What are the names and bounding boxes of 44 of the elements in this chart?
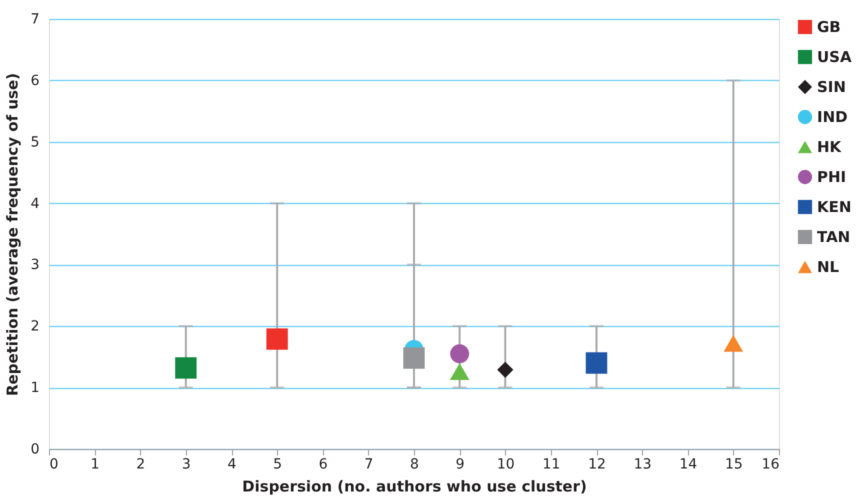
y-tick-label: 7 [30, 12, 40, 28]
point [724, 334, 744, 352]
point [175, 357, 197, 379]
x-tick-label: 13 [634, 456, 652, 472]
legend-label: KEN [817, 198, 852, 216]
y-axis-title: Repetition (average frequency of use) [4, 73, 22, 396]
y-tick-label: 3 [30, 257, 40, 274]
x-tick-label: 1 [90, 456, 100, 472]
x-tick-label: 2 [136, 456, 146, 472]
x-tick-label: 5 [273, 456, 282, 472]
point [497, 362, 514, 378]
legend-label: GB [817, 18, 841, 36]
point [403, 347, 425, 369]
point [450, 363, 470, 380]
legend-label: PHI [817, 168, 846, 186]
point [266, 328, 288, 350]
y-tick-label: 2 [30, 318, 40, 335]
x-tick-label: 12 [588, 456, 606, 472]
y-tick-label: 6 [30, 72, 40, 89]
x-tick-label: 9 [456, 456, 465, 472]
legend-label: NL [817, 258, 840, 276]
x-axis-title: Dispersion (no. authors who use cluster) [242, 478, 587, 496]
x-tick-label: 11 [542, 456, 560, 472]
point [586, 352, 608, 374]
y-tick-label: 1 [30, 380, 40, 396]
x-tick-label: 4 [228, 456, 237, 472]
x-tick-label: 7 [364, 456, 374, 472]
x-tick-label: 0 [50, 456, 58, 472]
point [450, 344, 470, 364]
x-tick-label: 14 [679, 456, 698, 472]
x-tick-label: 15 [724, 456, 743, 472]
x-tick-label: 6 [318, 456, 328, 472]
y-tick-label: 0 [30, 442, 40, 458]
legend-label: USA [817, 48, 852, 66]
legend-label: SIN [817, 78, 846, 96]
x-tick-label: 16 [762, 456, 780, 472]
x-tick-label: 3 [182, 456, 191, 472]
legend-label: HK [817, 138, 843, 156]
legend-label: TAN [817, 228, 850, 246]
y-tick-label: 4 [30, 196, 40, 212]
legend-label: IND [817, 108, 848, 126]
x-tick-label: 10 [496, 456, 515, 472]
y-tick-label: 5 [30, 134, 40, 150]
x-tick-label: 8 [410, 456, 419, 472]
